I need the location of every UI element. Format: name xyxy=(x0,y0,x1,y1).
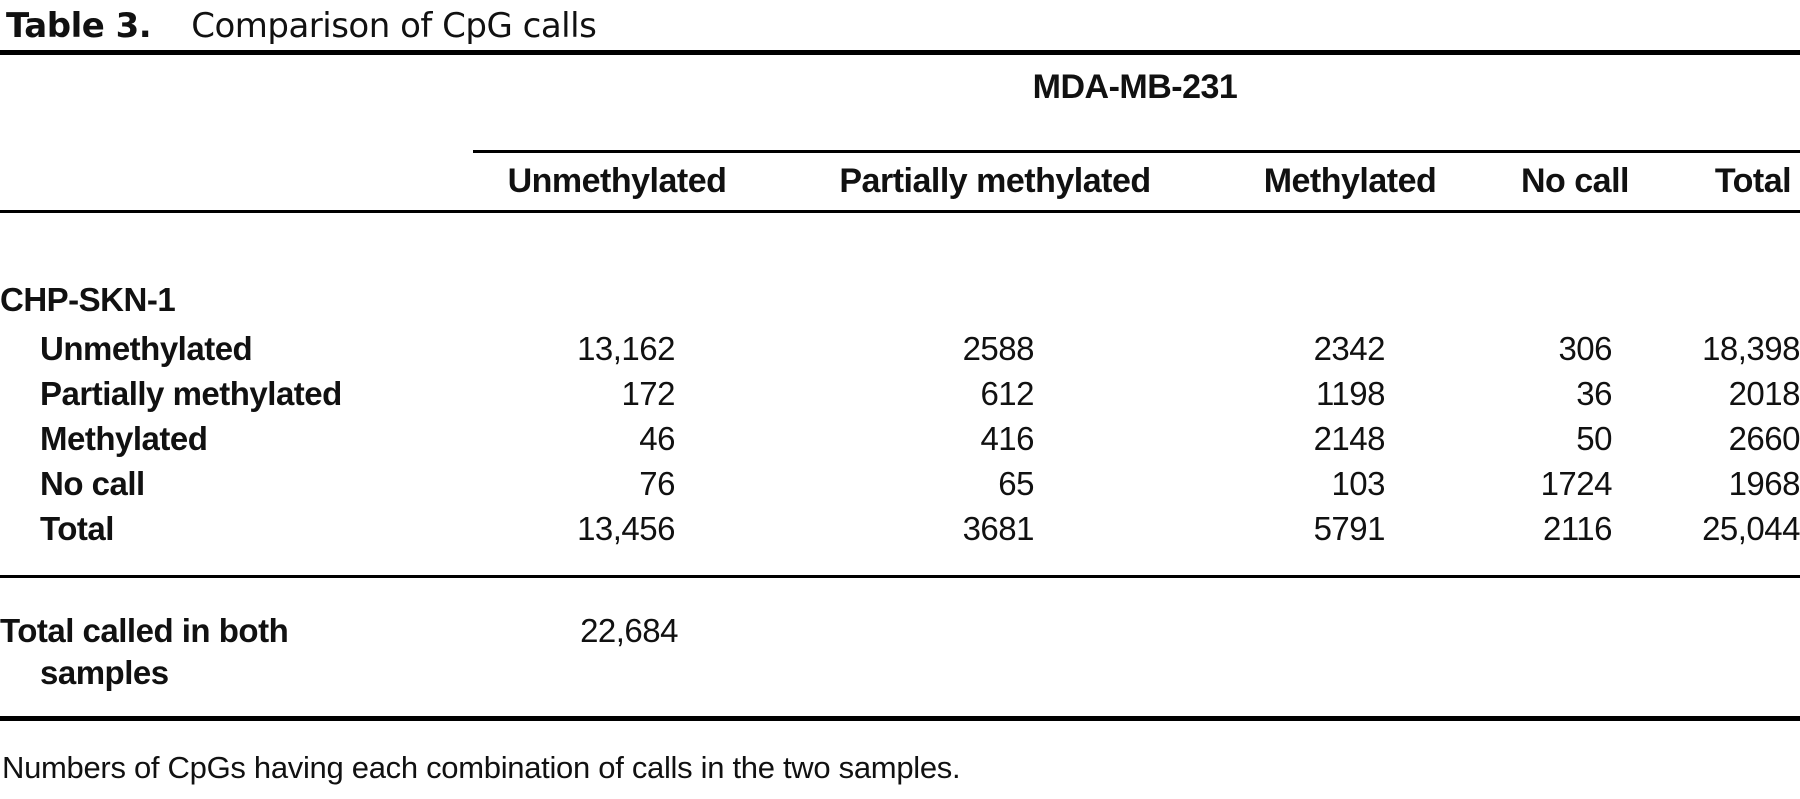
row-label: Unmethylated xyxy=(40,329,253,367)
cell: 18,398 xyxy=(1702,329,1800,367)
cell: 416 xyxy=(980,419,1034,457)
table-row: Unmethylated 13,162 2588 2342 306 18,398 xyxy=(0,326,1800,371)
cell: 65 xyxy=(998,464,1034,502)
row-label: No call xyxy=(40,464,145,502)
row-group-label: CHP-SKN-1 xyxy=(0,281,176,318)
spanner-rule xyxy=(473,150,1800,153)
cell: 2018 xyxy=(1728,374,1800,412)
table-row-total: Total 13,456 3681 5791 2116 25,044 xyxy=(0,506,1800,551)
table-row: Partially methylated 172 612 1198 36 201… xyxy=(0,371,1800,416)
summary-row: Total called in both samples 22,684 xyxy=(0,610,1800,694)
row-label: Partially methylated xyxy=(40,374,342,412)
cell: 50 xyxy=(1576,419,1612,457)
table-number-label: Table 3. xyxy=(6,6,152,46)
summary-label-line2: samples xyxy=(40,654,169,691)
summary-label-line1: Total called in both xyxy=(0,612,289,649)
table-footnote: Numbers of CpGs having each combination … xyxy=(2,750,961,785)
cell: 3681 xyxy=(962,509,1035,547)
cell: 2342 xyxy=(1313,329,1386,367)
summary-label: Total called in both samples xyxy=(0,610,470,694)
cell: 306 xyxy=(1558,329,1612,367)
cell: 1724 xyxy=(1540,464,1613,502)
cell: 612 xyxy=(980,374,1034,412)
cell: 2116 xyxy=(1543,509,1612,547)
summary-value: 22,684 xyxy=(580,612,678,649)
header-rule xyxy=(0,210,1800,213)
spanner-header: MDA-MB-231 xyxy=(1032,68,1238,106)
title-rule xyxy=(0,50,1800,55)
cell: 1968 xyxy=(1728,464,1800,502)
body-rule xyxy=(0,575,1800,578)
bottom-rule xyxy=(0,716,1800,721)
column-header-unmethylated: Unmethylated xyxy=(507,162,727,200)
cell: 2660 xyxy=(1728,419,1800,457)
table-body: CHP-SKN-1 Unmethylated 13,162 2588 2342 … xyxy=(0,274,1800,551)
cell: 13,162 xyxy=(577,329,675,367)
column-header-methylated: Methylated xyxy=(1263,162,1437,200)
cell: 46 xyxy=(639,419,675,457)
row-label: Methylated xyxy=(40,419,208,457)
cell: 36 xyxy=(1576,374,1612,412)
column-header-total: Total xyxy=(1714,162,1792,200)
cell: 25,044 xyxy=(1702,509,1800,547)
cell: 172 xyxy=(621,374,675,412)
cell: 13,456 xyxy=(577,509,675,547)
cell: 2588 xyxy=(962,329,1035,367)
cell: 1198 xyxy=(1316,374,1385,412)
cell: 76 xyxy=(639,464,675,502)
row-label: Total xyxy=(40,509,114,547)
row-group-header: CHP-SKN-1 xyxy=(0,274,1800,326)
cell: 2148 xyxy=(1313,419,1386,457)
table-title: Table 3. Comparison of CpG calls xyxy=(6,4,597,48)
column-header-partially-methylated: Partially methylated xyxy=(839,162,1151,200)
cell: 5791 xyxy=(1313,509,1386,547)
column-header-row: Unmethylated Partially methylated Methyl… xyxy=(0,156,1800,206)
column-header-no-call: No call xyxy=(1521,162,1629,200)
cell: 103 xyxy=(1331,464,1385,502)
table-row: No call 76 65 103 1724 1968 xyxy=(0,461,1800,506)
table-title-text: Comparison of CpG calls xyxy=(191,6,597,46)
table-row: Methylated 46 416 2148 50 2660 xyxy=(0,416,1800,461)
